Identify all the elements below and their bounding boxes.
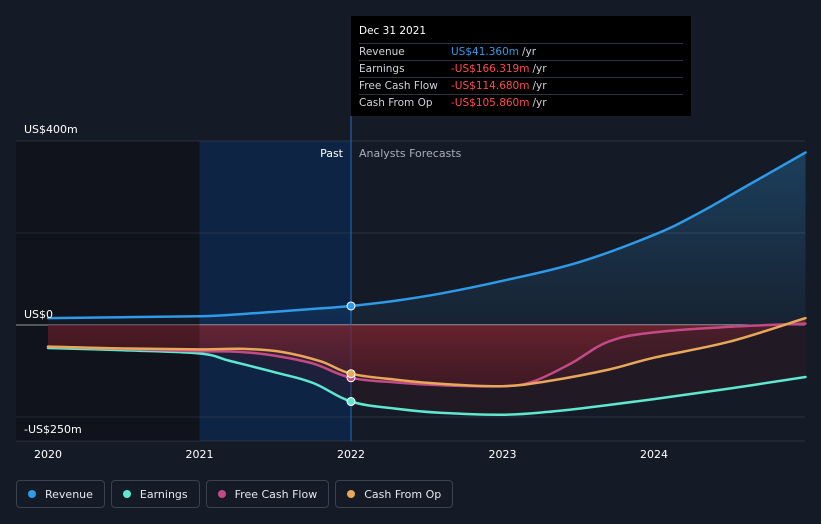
tooltip-value: US$41.360m	[451, 46, 519, 58]
tooltip-row-earnings: Earnings -US$166.319m /yr	[359, 60, 683, 77]
legend-label: Revenue	[45, 487, 93, 501]
legend-label: Free Cash Flow	[234, 487, 318, 501]
x-tick-label: 2022	[337, 448, 365, 461]
tooltip-unit: /yr	[532, 97, 547, 109]
marker-earnings	[346, 397, 356, 407]
series-line-revenue	[46, 151, 807, 320]
y-tick-label: US$400m	[24, 123, 78, 136]
marker-revenue	[346, 301, 356, 311]
legend-item-free-cash-flow[interactable]: Free Cash Flow	[205, 480, 330, 508]
legend-dot-icon	[347, 490, 356, 498]
legend-dot-icon	[217, 490, 226, 498]
tooltip-unit: /yr	[522, 46, 537, 58]
tooltip-date: Dec 31 2021	[359, 25, 427, 37]
legend: Revenue Earnings Free Cash Flow Cash Fro…	[16, 480, 454, 508]
tooltip-row-free-cash-flow: Free Cash Flow -US$114.680m /yr	[359, 77, 683, 94]
series-line-cash-from-op	[46, 316, 807, 388]
tooltip: Dec 31 2021 Revenue US$41.360m /yr Earni…	[351, 16, 691, 116]
revenue-area	[48, 152, 806, 325]
legend-item-cash-from-op[interactable]: Cash From Op	[335, 480, 454, 508]
tooltip-value: -US$166.319m	[451, 63, 530, 75]
series-line-free-cash-flow	[46, 322, 807, 388]
tooltip-label: Cash From Op	[359, 97, 433, 109]
marker-cash-from-op	[346, 369, 356, 379]
legend-dot-icon	[28, 490, 36, 498]
legend-dot-icon	[122, 490, 131, 498]
forecast-label: Analysts Forecasts	[359, 147, 462, 160]
x-tick-label: 2021	[186, 448, 214, 461]
tooltip-row-revenue: Revenue US$41.360m /yr	[359, 43, 683, 60]
y-tick-label: US$0	[24, 308, 53, 321]
legend-label: Cash From Op	[364, 487, 442, 501]
x-tick-label: 2020	[34, 448, 62, 461]
tooltip-label: Earnings	[359, 63, 405, 75]
x-tick-label: 2023	[489, 448, 517, 461]
tooltip-row-cash-from-op: Cash From Op -US$105.860m /yr	[359, 94, 683, 111]
earnings-area	[48, 325, 806, 415]
past-shade	[16, 141, 200, 441]
past-region	[16, 141, 200, 441]
tooltip-label: Revenue	[359, 46, 405, 58]
legend-item-earnings[interactable]: Earnings	[110, 480, 200, 508]
negative-area	[48, 318, 806, 387]
series-line-earnings	[46, 346, 807, 416]
tooltip-unit: /yr	[532, 63, 547, 75]
y-tick-label: -US$250m	[24, 423, 82, 436]
tooltip-unit: /yr	[532, 80, 547, 92]
legend-label: Earnings	[139, 487, 188, 501]
highlight-region	[199, 141, 351, 441]
tooltip-label: Free Cash Flow	[359, 80, 438, 92]
legend-item-revenue[interactable]: Revenue	[16, 480, 105, 508]
past-label: Past	[320, 147, 344, 160]
tooltip-value: -US$105.860m	[451, 97, 530, 109]
x-tick-label: 2024	[640, 448, 668, 461]
tooltip-value: -US$114.680m	[451, 80, 530, 92]
